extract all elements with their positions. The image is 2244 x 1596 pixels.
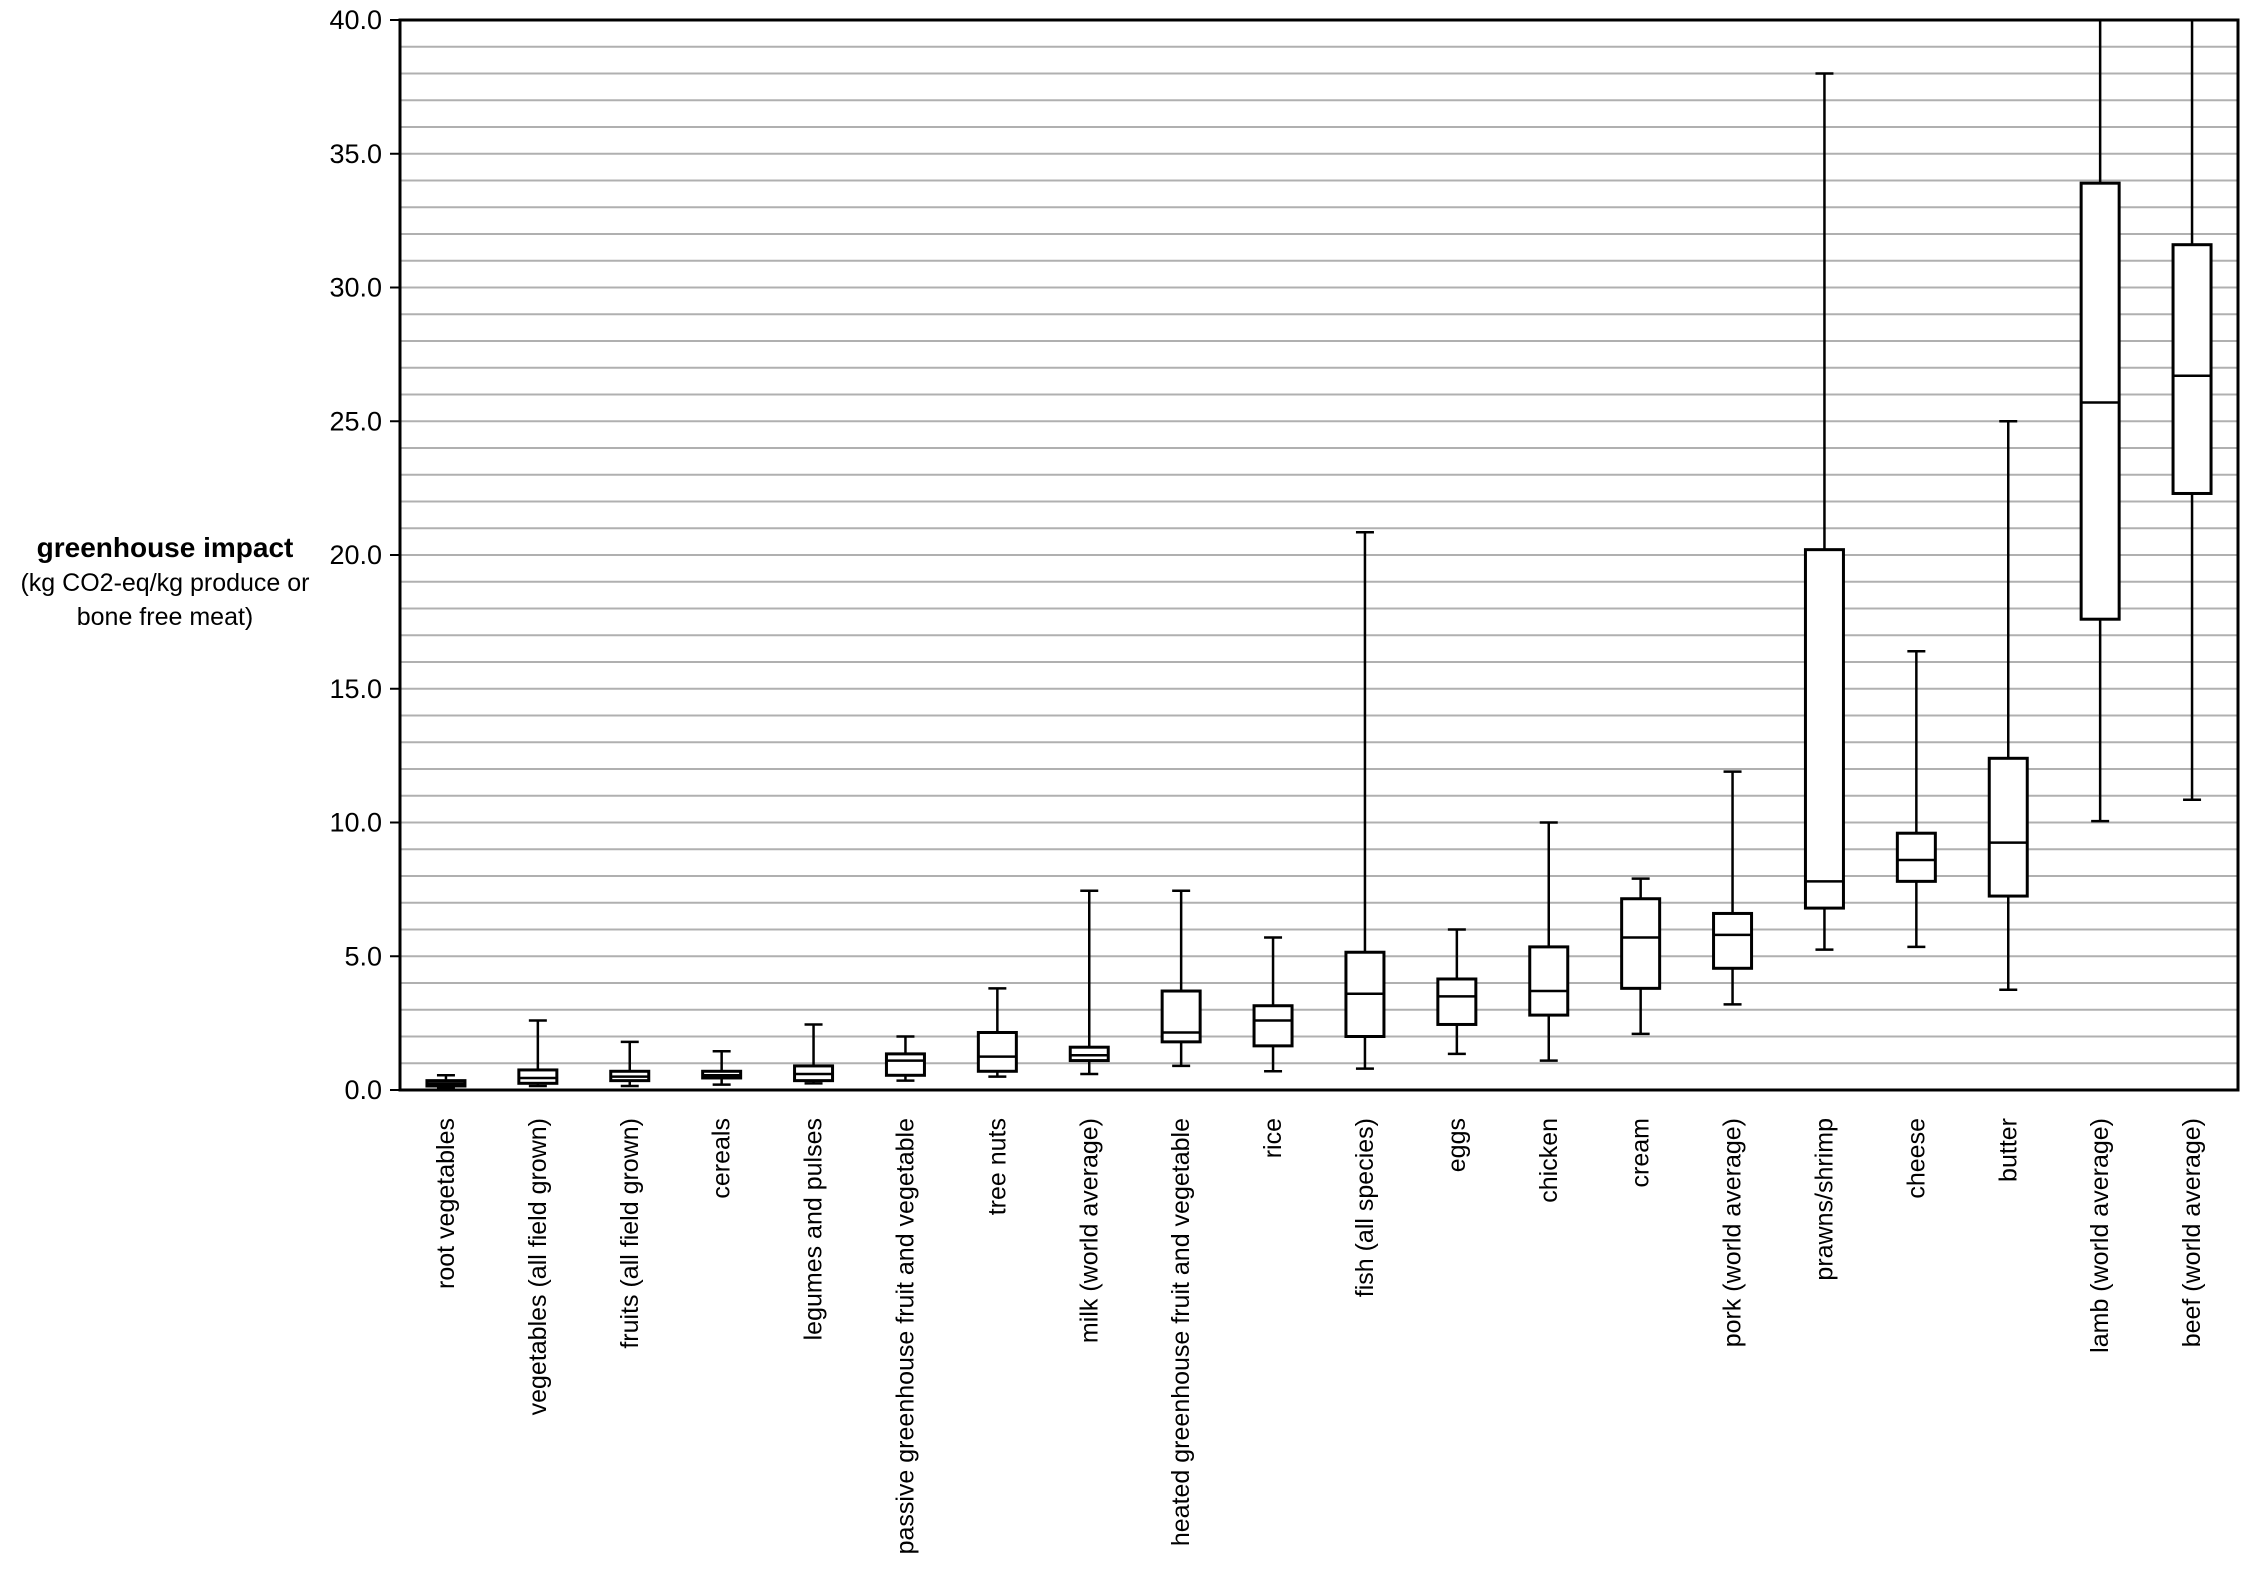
box-17 [1895, 650, 1937, 949]
x-axis-ticks: root vegetables vegetables (all field gro… [432, 1118, 2206, 1554]
interquartile-box [1436, 977, 1478, 1026]
interquartile-box [1160, 989, 1202, 1044]
box-plot-series [425, 18, 2213, 1089]
x-tick-label: cereals [708, 1118, 736, 1199]
y-axis-title-main: greenhouse impact [36, 532, 294, 563]
interquartile-box [517, 1068, 559, 1085]
box-1 [425, 1074, 467, 1089]
x-tick-label: vegetables (all field grown) [524, 1118, 552, 1415]
y-tick-label: 20.0 [329, 540, 382, 570]
x-tick-label: chicken [1535, 1118, 1563, 1203]
x-tick-label: beef (world average) [2178, 1118, 2206, 1347]
box-20 [2171, 18, 2213, 802]
box-16 [1803, 72, 1845, 951]
x-tick-label: tree nuts [983, 1118, 1011, 1215]
box-8 [1068, 889, 1110, 1076]
interquartile-box [2171, 243, 2213, 495]
y-axis-title: greenhouse impact (kg CO2-eq/kg produce … [0, 530, 330, 634]
x-tick-label: cheese [1902, 1118, 1930, 1199]
x-tick-label: cream [1627, 1118, 1655, 1187]
y-tick-label: 25.0 [329, 406, 382, 436]
x-tick-label: pork (world average) [1719, 1118, 1747, 1347]
box-5 [793, 1023, 835, 1085]
box-10 [1252, 936, 1294, 1073]
x-tick-label: milk (world average) [1075, 1118, 1103, 1343]
box-7 [976, 987, 1018, 1078]
box-15 [1712, 770, 1754, 1006]
interquartile-box [884, 1052, 926, 1077]
interquartile-box [1895, 831, 1937, 883]
box-9 [1160, 889, 1202, 1068]
interquartile-box [1712, 911, 1754, 970]
y-tick-label: 10.0 [329, 808, 382, 838]
interquartile-box [1803, 548, 1845, 910]
box-12 [1436, 928, 1478, 1056]
x-tick-label: heated greenhouse fruit and vegetable [1167, 1118, 1195, 1546]
box-6 [884, 1035, 926, 1082]
box-4 [701, 1049, 743, 1086]
x-tick-label: root vegetables [432, 1118, 460, 1289]
y-axis-title-unit-line-2: bone free meat) [76, 603, 254, 631]
box-14 [1620, 877, 1662, 1036]
box-2 [517, 1019, 559, 1088]
x-tick-label: prawns/shrimp [1810, 1118, 1838, 1281]
box-19 [2079, 18, 2121, 823]
x-tick-label: passive greenhouse fruit and vegetable [891, 1118, 919, 1554]
box-13 [1528, 821, 1570, 1062]
x-tick-label: rice [1259, 1118, 1287, 1158]
x-tick-label: fruits (all field grown) [616, 1118, 644, 1349]
interquartile-box [976, 1030, 1018, 1073]
interquartile-box [1068, 1045, 1110, 1063]
x-tick-label: lamb (world average) [2086, 1118, 2114, 1353]
y-tick-label: 0.0 [344, 1075, 382, 1105]
box-18 [1987, 420, 2029, 991]
x-tick-label: eggs [1443, 1118, 1471, 1172]
y-tick-label: 5.0 [344, 941, 382, 971]
x-tick-label: legumes and pulses [800, 1118, 828, 1340]
interquartile-box [2079, 181, 2121, 621]
interquartile-box [1252, 1004, 1294, 1048]
y-tick-label: 35.0 [329, 139, 382, 169]
interquartile-box [1528, 945, 1570, 1017]
y-tick-label: 15.0 [329, 674, 382, 704]
x-tick-label: butter [1994, 1118, 2022, 1182]
y-tick-label: 40.0 [329, 5, 382, 35]
y-tick-label: 30.0 [329, 273, 382, 303]
box-11 [1344, 531, 1386, 1070]
interquartile-box [1620, 897, 1662, 990]
x-tick-label: fish (all species) [1351, 1118, 1379, 1297]
box-3 [609, 1040, 651, 1088]
gridlines [400, 45, 2238, 1065]
y-axis-title-unit-line-1: (kg CO2-eq/kg produce or [20, 569, 310, 597]
y-axis-ticks: 0.0 5.0 10.0 15.0 20.0 25.0 30.0 35.0 40.0 [329, 5, 400, 1105]
interquartile-box [1987, 756, 2029, 898]
